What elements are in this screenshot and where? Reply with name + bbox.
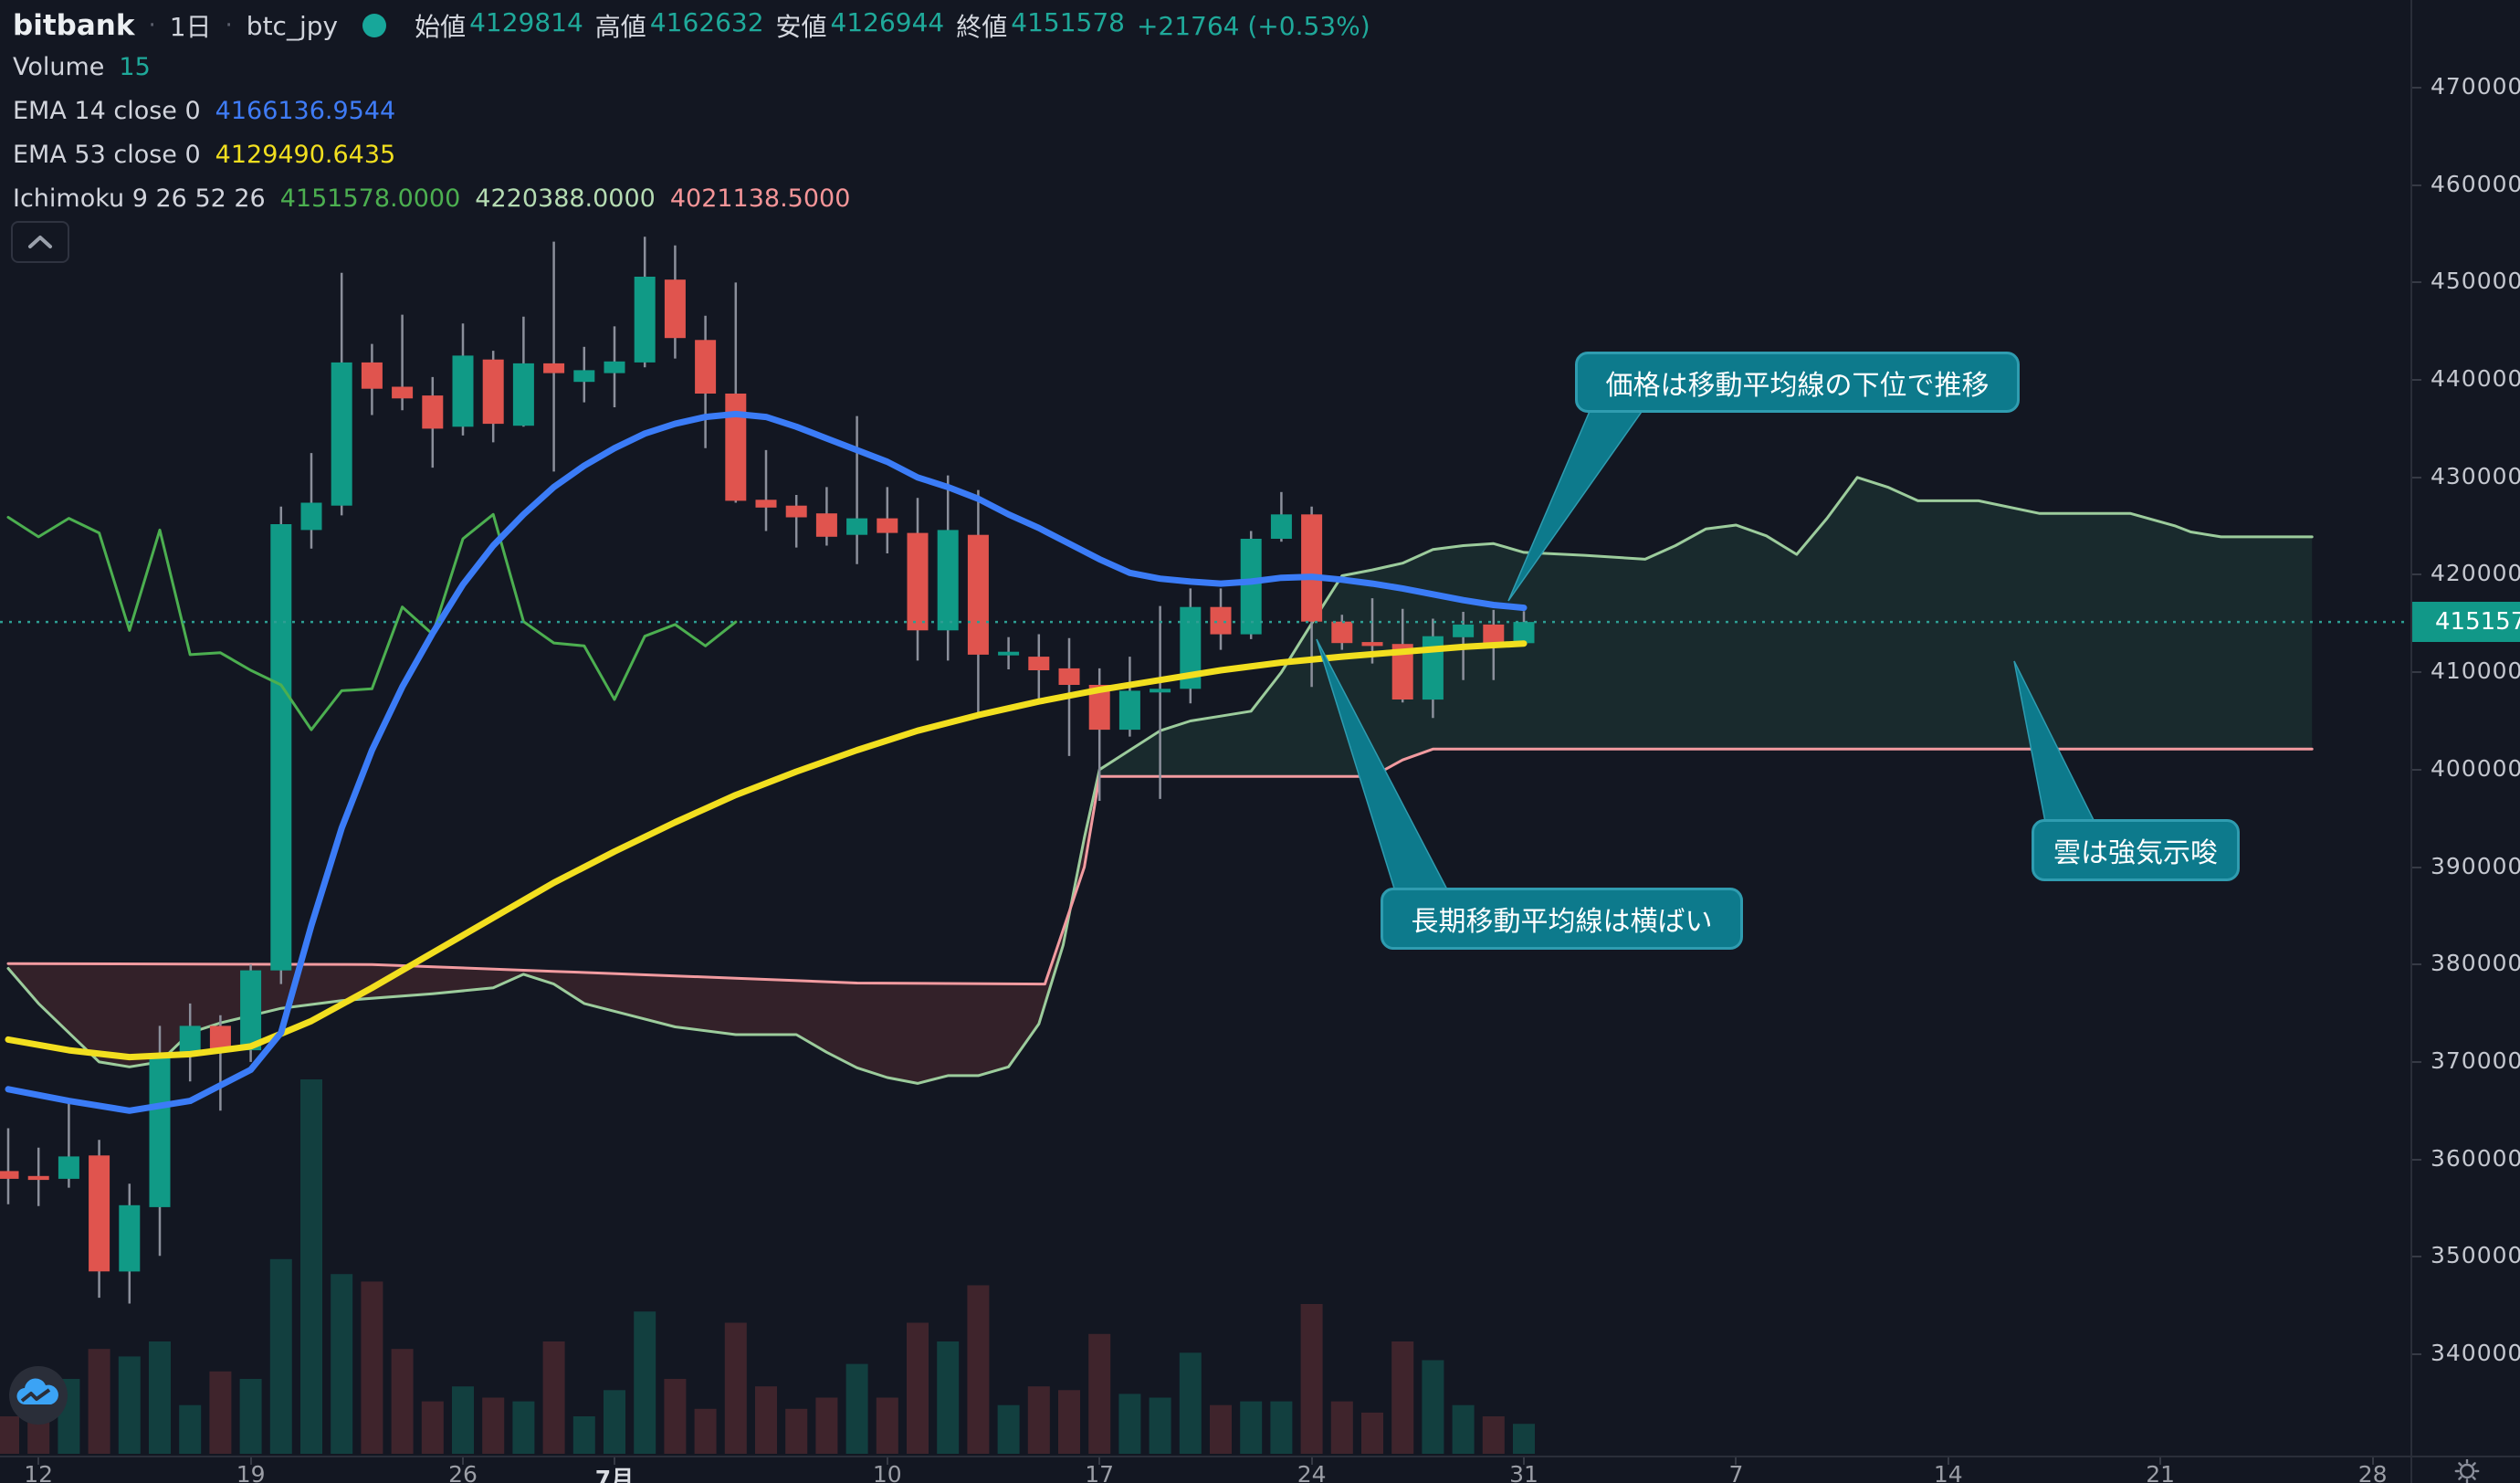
legend-collapse-button[interactable] [11, 221, 69, 263]
price-axis-tick [2412, 1158, 2421, 1161]
price-axis-tick [2412, 573, 2421, 576]
price-axis-tick [2412, 768, 2421, 771]
price-axis-label: 3900000 [2431, 852, 2520, 879]
price-axis-tick [2412, 866, 2421, 868]
time-axis-label: 7月 [594, 1466, 635, 1483]
time-axis-label: 24 [1297, 1461, 1327, 1483]
price-axis-label: 4700000 [2431, 73, 2520, 100]
price-axis-label: 4500000 [2431, 268, 2520, 295]
price-axis-tick [2412, 1353, 2421, 1355]
time-axis-tick [37, 1457, 40, 1465]
time-axis-tick [2159, 1457, 2162, 1465]
ichimoku-chikou-value: 4151578.0000 [279, 184, 461, 213]
time-axis-label: 12 [24, 1461, 54, 1483]
exchange-name: bitbank [13, 9, 135, 42]
volume-legend-row[interactable]: Volume 15 [13, 53, 151, 81]
ema14-value: 4166136.9544 [215, 97, 396, 125]
ema53-legend-row[interactable]: EMA 53 close 0 4129490.6435 [13, 141, 395, 169]
time-axis-tick [886, 1457, 888, 1465]
time-axis-tick [1735, 1457, 1738, 1465]
time-axis-tick [1098, 1457, 1101, 1465]
price-axis-label: 3500000 [2431, 1242, 2520, 1269]
axis-corner [2410, 1456, 2520, 1483]
time-axis-label: 17 [1085, 1461, 1115, 1483]
time-axis-label: 31 [1509, 1461, 1538, 1483]
interval-label[interactable]: 1日 [169, 12, 212, 42]
ema14-legend-row[interactable]: EMA 14 close 0 4166136.9544 [13, 97, 395, 125]
chart-header[interactable]: bitbank · 1日 · btc_jpy 始値 4129814 高値 41626… [13, 7, 1370, 44]
time-axis-tick [462, 1457, 464, 1465]
volume-label: Volume [13, 53, 105, 81]
volume-value: 15 [119, 53, 151, 81]
price-axis-tick [2412, 87, 2421, 89]
change-value: +21764 (+0.53%) [1136, 10, 1370, 41]
separator-dot: · [148, 12, 156, 39]
price-axis-label: 4600000 [2431, 170, 2520, 197]
time-axis-label: 21 [2146, 1461, 2176, 1483]
price-axis-label: 4300000 [2431, 462, 2520, 489]
price-axis-tick [2412, 476, 2421, 479]
time-axis[interactable]: 12 19 26 7月 10 17 24 31 7 14 21 28 [0, 1456, 2520, 1483]
price-axis-tick [2412, 1256, 2421, 1258]
price-axis-label: 4100000 [2431, 657, 2520, 685]
price-axis-label: 3400000 [2431, 1340, 2520, 1366]
current-price-tag: 4151578 [2412, 602, 2520, 643]
high-value: 高値 4162632 [594, 7, 764, 42]
time-axis-tick [1947, 1457, 1949, 1465]
time-axis-tick [249, 1457, 252, 1465]
price-axis-tick [2412, 671, 2421, 674]
time-axis-tick [1523, 1457, 1525, 1465]
time-axis-label: 14 [1933, 1461, 1963, 1483]
price-axis-label: 4000000 [2431, 754, 2520, 782]
ichimoku-label: Ichimoku 9 26 52 26 [13, 184, 266, 213]
price-axis-tick [2412, 379, 2421, 382]
annotation-longterm-ma-flat[interactable]: 長期移動平均線は横ばい [1381, 888, 1743, 950]
annotation-price-below-ma[interactable]: 価格は移動平均線の下位で推移 [1575, 352, 2020, 413]
price-axis-label: 4400000 [2431, 365, 2520, 393]
time-axis-label: 7 [1728, 1461, 1744, 1483]
time-axis-tick [1310, 1457, 1313, 1465]
ema53-value: 4129490.6435 [215, 141, 396, 169]
time-axis-tick [614, 1457, 615, 1465]
ichimoku-legend-row[interactable]: Ichimoku 9 26 52 26 4151578.0000 4220388… [13, 184, 850, 213]
price-axis-label: 4200000 [2431, 560, 2520, 587]
chart-canvas[interactable] [0, 0, 2410, 1456]
close-value: 終値 4151578 [956, 7, 1125, 42]
price-axis-label: 3800000 [2431, 950, 2520, 977]
low-value: 安値 4126944 [775, 7, 945, 42]
chevron-up-icon [28, 236, 52, 248]
price-axis-tick [2412, 281, 2421, 284]
time-axis-label: 10 [872, 1461, 902, 1483]
price-axis-label: 3700000 [2431, 1047, 2520, 1074]
ema53-label: EMA 53 close 0 [13, 141, 201, 169]
ichimoku-senkou-a-value: 4220388.0000 [475, 184, 656, 213]
annotation-cloud-bullish[interactable]: 雲は強気示唆 [2032, 819, 2240, 881]
ichimoku-senkou-b-value: 4021138.5000 [669, 184, 851, 213]
open-value: 始値 4129814 [415, 7, 583, 42]
price-axis-tick [2412, 184, 2421, 186]
time-axis-label: 19 [236, 1461, 266, 1483]
ema14-label: EMA 14 close 0 [13, 97, 201, 125]
market-status-dot [362, 14, 387, 37]
price-axis-tick [2412, 963, 2421, 966]
separator-dot: · [225, 12, 233, 39]
price-axis-tick [2412, 1060, 2421, 1063]
price-axis[interactable]: 4151578 4700000 4600000 4500000 4400000 4300… [2410, 0, 2520, 1456]
symbol-name[interactable]: btc_jpy [246, 10, 339, 41]
time-axis-tick [2371, 1457, 2374, 1465]
symbol-logo [9, 1366, 68, 1425]
price-axis-label: 3600000 [2431, 1144, 2520, 1172]
sun-icon[interactable] [2451, 1459, 2483, 1483]
time-axis-label: 26 [448, 1461, 478, 1483]
time-axis-label: 28 [2357, 1461, 2388, 1483]
